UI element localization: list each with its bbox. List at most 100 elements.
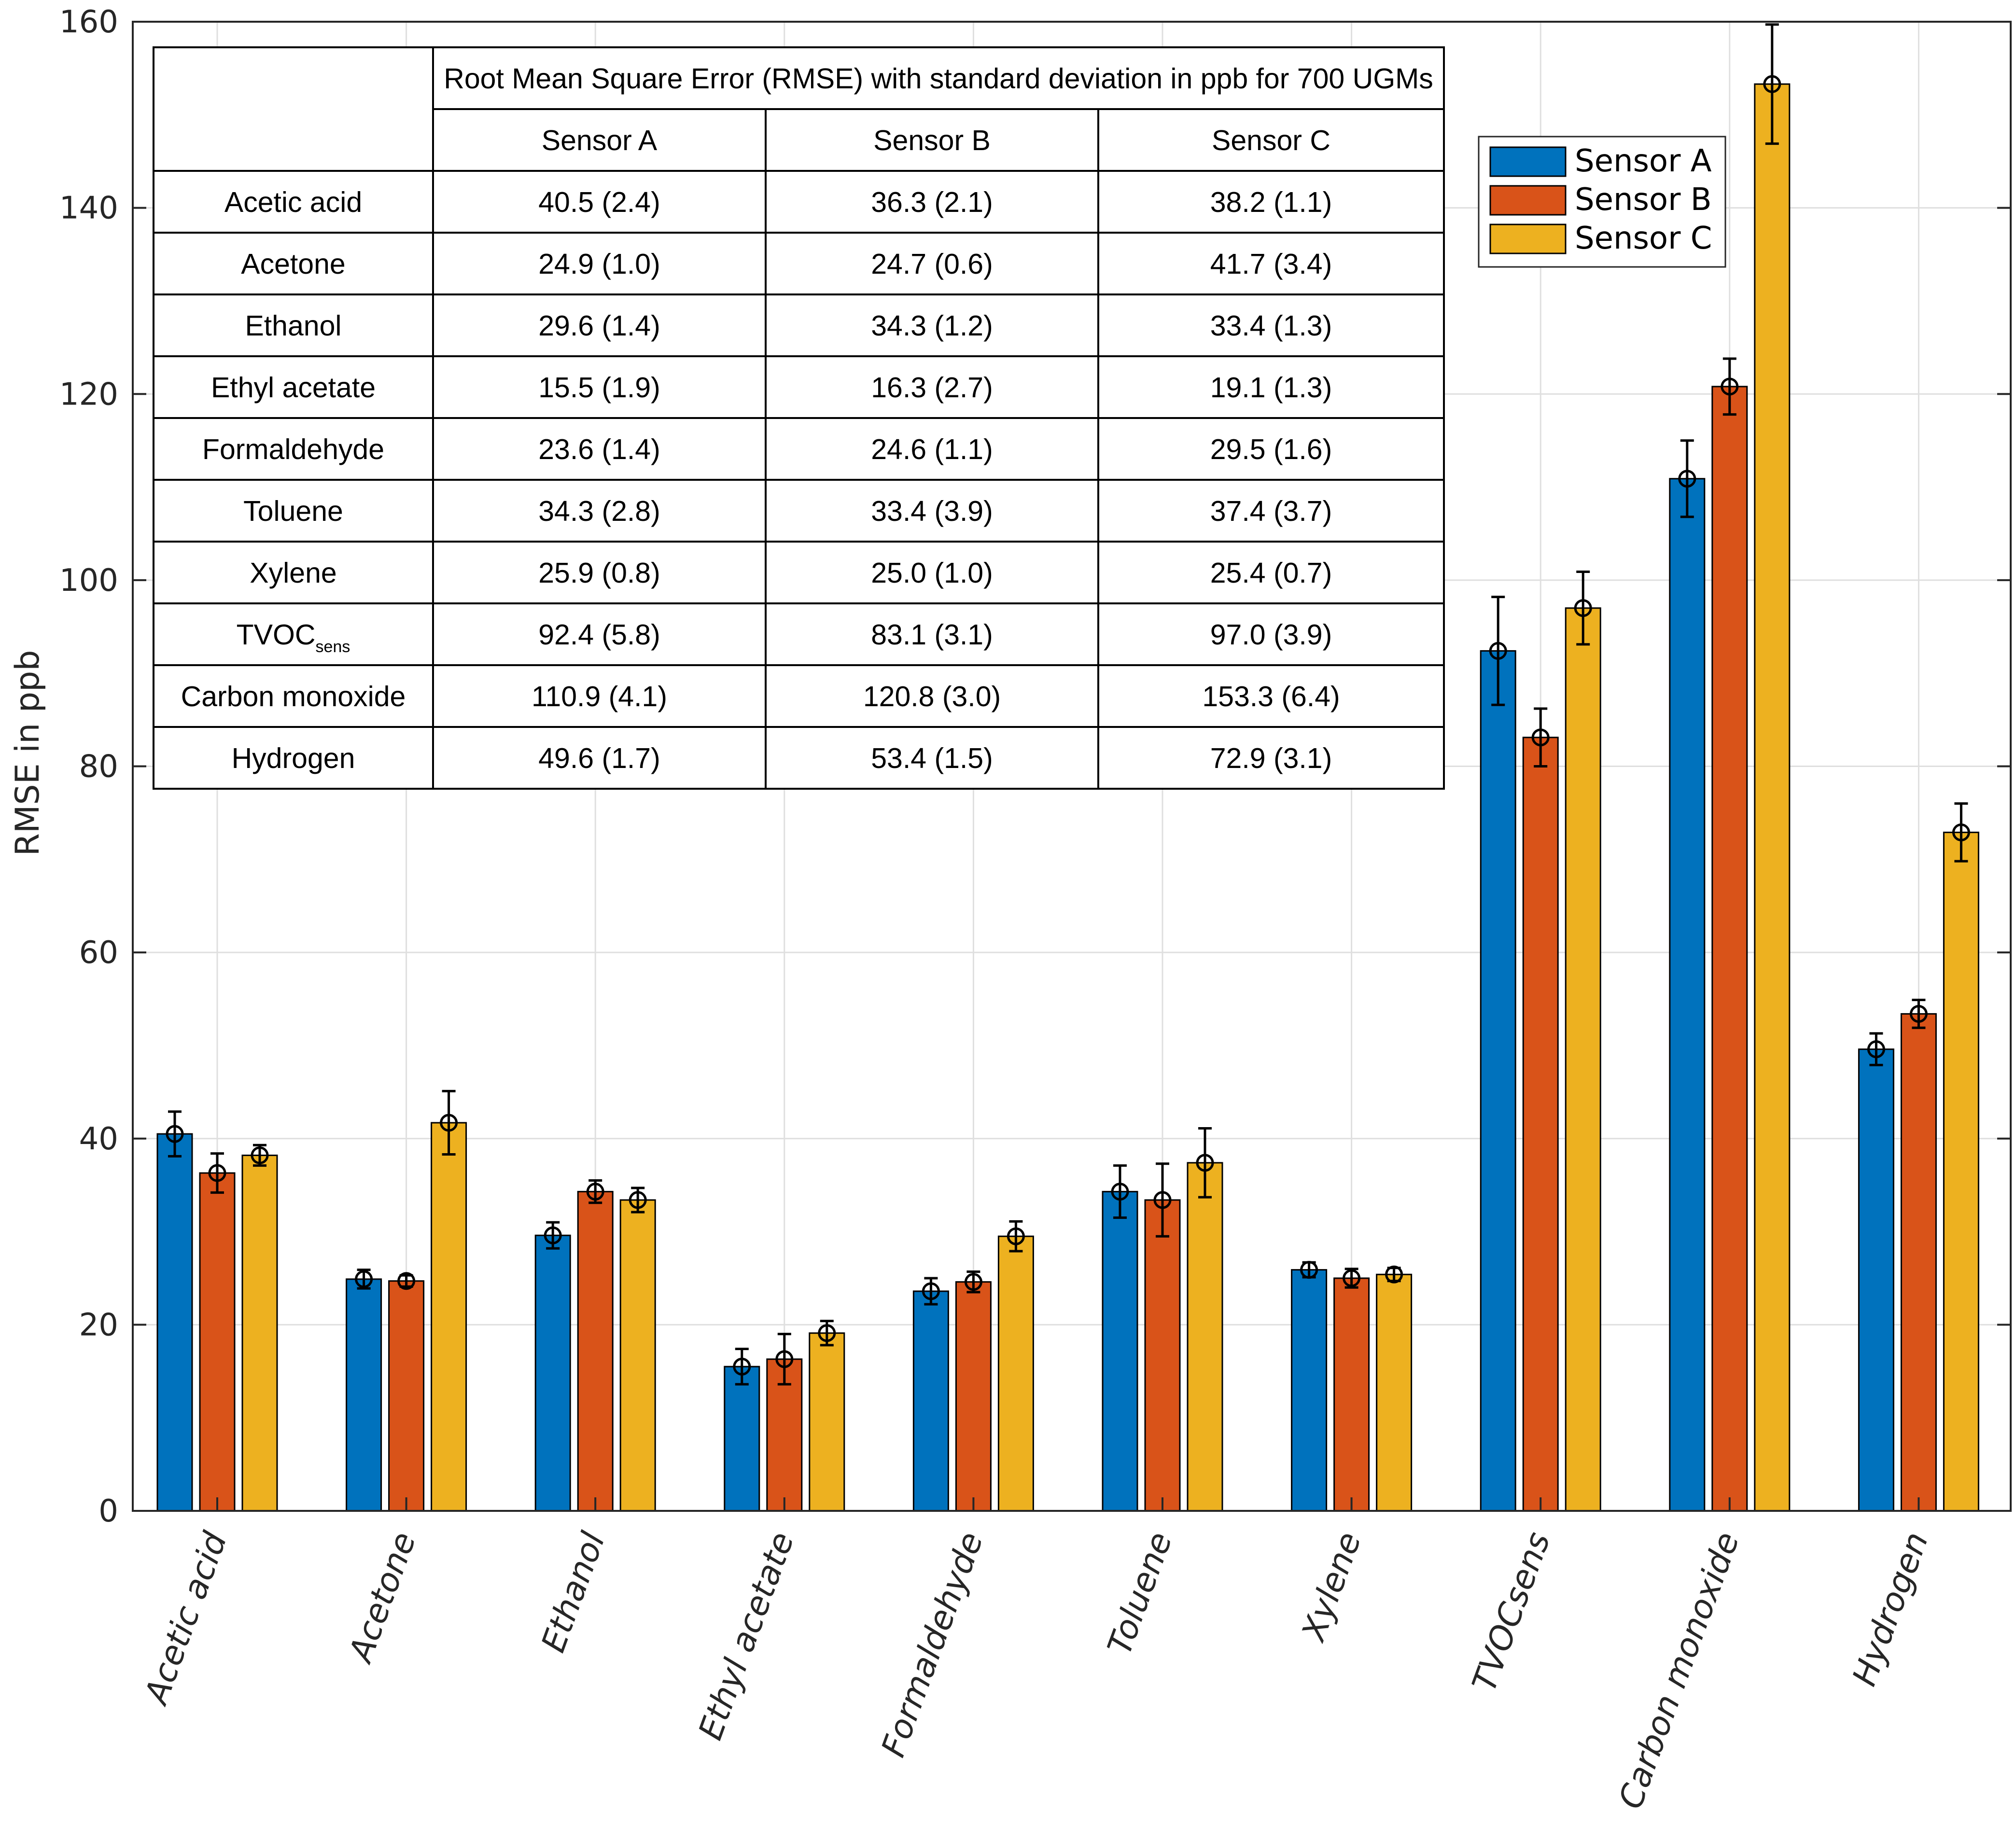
error-bars <box>166 23 1970 1386</box>
table-row-label: Hydrogen <box>232 742 355 774</box>
bar <box>1376 1273 1413 1512</box>
table-cell: 24.9 (1.0) <box>538 248 660 280</box>
data-point-marker <box>1909 1005 1928 1023</box>
legend-entry: Sensor A <box>1575 143 1712 179</box>
legend-swatch <box>1489 223 1567 254</box>
table-column-header: Sensor B <box>873 125 991 156</box>
legend-swatch <box>1489 146 1567 177</box>
bar <box>1754 83 1791 1512</box>
bar <box>199 1172 236 1512</box>
bars <box>156 83 1979 1512</box>
table-cell: 97.0 (3.9) <box>1210 619 1332 651</box>
data-point-marker <box>1111 1183 1129 1201</box>
table-cell: 23.6 (1.4) <box>538 433 660 465</box>
legend-entry: Sensor B <box>1575 182 1712 218</box>
x-category-label: Xylene <box>1294 1527 1369 1647</box>
table-cell: 29.6 (1.4) <box>538 310 660 342</box>
table-cell: 92.4 (5.8) <box>538 619 660 651</box>
data-point-marker <box>629 1191 647 1209</box>
table-cell: 24.6 (1.1) <box>871 433 993 465</box>
data-point-marker <box>544 1226 562 1244</box>
table-cell: 29.5 (1.6) <box>1210 433 1332 465</box>
x-category-labels: Acetic acid Acetone Ethanol Ethyl acetate Fo… <box>137 1527 1936 1814</box>
y-tick-label: 20 <box>79 1307 118 1343</box>
bar <box>1144 1199 1181 1512</box>
x-category-label: Ethanol <box>534 1527 613 1658</box>
data-point-marker <box>586 1183 604 1201</box>
y-tick-label: 40 <box>79 1121 118 1157</box>
table-cell: 25.4 (0.7) <box>1210 557 1332 589</box>
table-cell: 16.3 (2.7) <box>871 372 993 404</box>
table-cell: 36.3 (2.1) <box>871 186 993 218</box>
x-category-label: Acetone <box>341 1527 424 1669</box>
data-point-marker <box>1007 1227 1025 1245</box>
data-point-marker <box>733 1357 751 1376</box>
x-category-label: Ethyl acetate <box>691 1527 802 1745</box>
x-category-label: TVOCsens <box>1465 1527 1558 1697</box>
data-point-marker <box>1952 823 1970 841</box>
bar <box>809 1332 845 1512</box>
bar <box>1858 1048 1894 1512</box>
x-category-label: Formaldehyde <box>874 1527 991 1762</box>
bar <box>1102 1191 1138 1512</box>
bar <box>534 1234 571 1512</box>
data-point-marker <box>208 1164 226 1182</box>
data-point-marker <box>1531 728 1550 747</box>
y-tick-label: 100 <box>59 563 118 599</box>
bar <box>1900 1013 1937 1512</box>
rmse-table: Root Mean Square Error (RMSE) with stand… <box>153 46 1445 790</box>
data-point-marker <box>1300 1261 1318 1279</box>
y-tick-label: 160 <box>59 4 118 40</box>
bar <box>1711 386 1748 1512</box>
table-cell: 120.8 (3.0) <box>863 681 1001 712</box>
data-point-marker <box>922 1282 940 1300</box>
table-row-label: Xylene <box>250 557 336 589</box>
table-cell: 53.4 (1.5) <box>871 742 993 774</box>
x-category-label: Carbon monoxide <box>1611 1527 1747 1814</box>
data-point-marker <box>1343 1269 1361 1287</box>
x-category-label: Acetic acid <box>137 1527 235 1711</box>
table-cell: 49.6 (1.7) <box>538 742 660 774</box>
data-point-marker <box>355 1270 373 1288</box>
y-tick-label: 60 <box>79 935 118 971</box>
bar <box>241 1154 278 1512</box>
data-point-marker <box>1867 1040 1885 1059</box>
bar <box>1291 1269 1328 1512</box>
data-point-marker <box>1763 75 1781 93</box>
table-row-label: Acetic acid <box>224 186 362 218</box>
data-point-marker <box>251 1146 269 1164</box>
y-tick-labels: 0 20 40 60 80 100 120 140 160 <box>59 4 118 1529</box>
table-row-label: Toluene <box>243 495 343 527</box>
data-point-marker <box>1385 1265 1403 1284</box>
table-cell: 37.4 (3.7) <box>1210 495 1332 527</box>
table-cell: 110.9 (4.1) <box>532 681 667 712</box>
table-row-label: Formaldehyde <box>202 433 384 465</box>
bar <box>997 1235 1034 1512</box>
table-column-header: Sensor A <box>542 125 658 156</box>
table-row-label: Acetone <box>241 248 346 280</box>
bar <box>346 1278 382 1512</box>
data-point-marker <box>440 1114 458 1132</box>
table-cell: 24.7 (0.6) <box>871 248 993 280</box>
table-cell: 41.7 (3.4) <box>1210 248 1332 280</box>
data-point-marker <box>1153 1191 1172 1209</box>
y-axis-label: RMSE in ppb <box>9 650 47 856</box>
data-point-marker <box>964 1273 982 1291</box>
data-point-marker <box>397 1272 416 1290</box>
table-cell: 38.2 (1.1) <box>1210 186 1332 218</box>
bar <box>955 1281 992 1512</box>
table-cell: 33.4 (3.9) <box>871 495 993 527</box>
data-point-marker <box>1678 470 1696 488</box>
data-point-marker <box>1489 642 1507 660</box>
bar <box>156 1133 193 1512</box>
y-tick-label: 80 <box>79 749 118 785</box>
bar <box>431 1122 467 1512</box>
table-cell: 25.0 (1.0) <box>871 557 993 589</box>
table-cell: 83.1 (3.1) <box>871 619 993 651</box>
bar <box>1333 1277 1370 1512</box>
bar <box>1669 478 1706 1512</box>
table-cell: 72.9 (3.1) <box>1210 742 1332 774</box>
table-cell: 19.1 (1.3) <box>1210 372 1332 404</box>
